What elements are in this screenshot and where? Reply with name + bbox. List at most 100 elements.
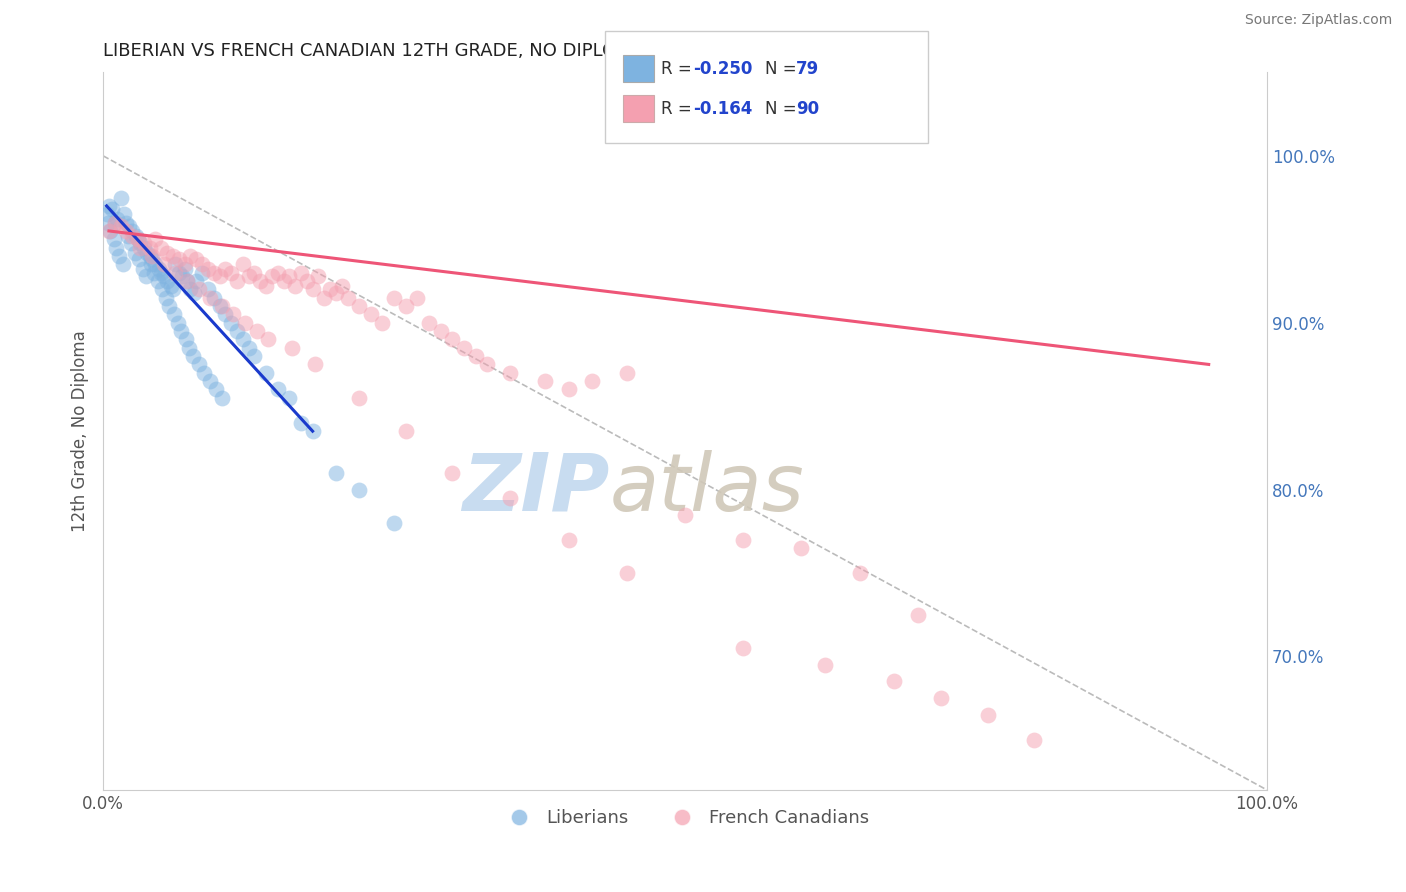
Point [146, 274, 169, 288]
Point [202, 266, 225, 280]
Point [733, 641, 755, 656]
Point [125, 229, 148, 244]
Point [131, 262, 153, 277]
Point [97, 216, 120, 230]
Point [243, 349, 266, 363]
Point [257, 332, 280, 346]
Point [143, 266, 166, 280]
Point [139, 257, 162, 271]
Point [105, 212, 128, 227]
Point [267, 266, 290, 280]
Point [141, 249, 163, 263]
Y-axis label: 12th Grade, No Diploma: 12th Grade, No Diploma [72, 330, 89, 532]
Point [145, 257, 167, 271]
Point [219, 316, 242, 330]
Point [254, 366, 277, 380]
Point [814, 657, 837, 672]
Legend: Liberians, French Canadians: Liberians, French Canadians [494, 802, 876, 835]
Point [267, 383, 290, 397]
Point [165, 257, 187, 271]
Point [325, 466, 347, 480]
Point [211, 391, 233, 405]
Point [395, 299, 418, 313]
Point [148, 262, 170, 277]
Point [115, 224, 138, 238]
Point [226, 274, 249, 288]
Point [238, 268, 260, 283]
Point [135, 268, 157, 283]
Point [112, 207, 135, 221]
Point [111, 257, 134, 271]
Point [581, 374, 603, 388]
Point [347, 483, 370, 497]
Point [406, 291, 429, 305]
Point [232, 257, 254, 271]
Point [96, 207, 118, 221]
Point [616, 566, 638, 580]
Point [170, 324, 193, 338]
Point [166, 316, 188, 330]
Point [464, 349, 486, 363]
Point [176, 274, 198, 288]
Point [208, 268, 231, 283]
Point [104, 241, 127, 255]
Text: 90: 90 [796, 100, 818, 118]
Point [273, 274, 295, 288]
Point [159, 299, 181, 313]
Point [163, 307, 186, 321]
Point [214, 307, 236, 321]
Point [152, 257, 174, 271]
Point [246, 324, 269, 338]
Point [181, 349, 204, 363]
Point [330, 279, 353, 293]
Point [173, 262, 195, 277]
Point [336, 291, 359, 305]
Point [347, 299, 370, 313]
Point [152, 268, 174, 283]
Point [790, 541, 813, 555]
Point [101, 202, 124, 217]
Point [167, 252, 190, 267]
Point [222, 307, 245, 321]
Text: 79: 79 [796, 60, 820, 78]
Point [127, 232, 149, 246]
Point [347, 391, 370, 405]
Point [155, 291, 177, 305]
Point [110, 219, 132, 233]
Point [290, 266, 312, 280]
Point [115, 216, 138, 230]
Point [371, 316, 394, 330]
Point [238, 341, 260, 355]
Point [159, 279, 181, 293]
Point [360, 307, 382, 321]
Point [156, 274, 179, 288]
Point [121, 229, 143, 244]
Point [198, 374, 221, 388]
Point [129, 241, 152, 255]
Point [179, 341, 201, 355]
Point [187, 282, 209, 296]
Point [198, 291, 221, 305]
Point [214, 262, 236, 277]
Point [183, 285, 205, 300]
Point [441, 332, 464, 346]
Text: atlas: atlas [609, 450, 804, 527]
Point [127, 232, 149, 246]
Point [179, 249, 201, 263]
Point [249, 274, 271, 288]
Point [673, 508, 696, 522]
Point [453, 341, 475, 355]
Point [304, 358, 326, 372]
Point [128, 252, 150, 267]
Point [260, 268, 283, 283]
Point [191, 257, 214, 271]
Point [208, 299, 231, 313]
Point [883, 674, 905, 689]
Point [176, 274, 198, 288]
Point [211, 299, 233, 313]
Point [1024, 732, 1046, 747]
Text: -0.250: -0.250 [693, 60, 752, 78]
Text: N =: N = [765, 100, 801, 118]
Point [167, 266, 190, 280]
Point [278, 391, 301, 405]
